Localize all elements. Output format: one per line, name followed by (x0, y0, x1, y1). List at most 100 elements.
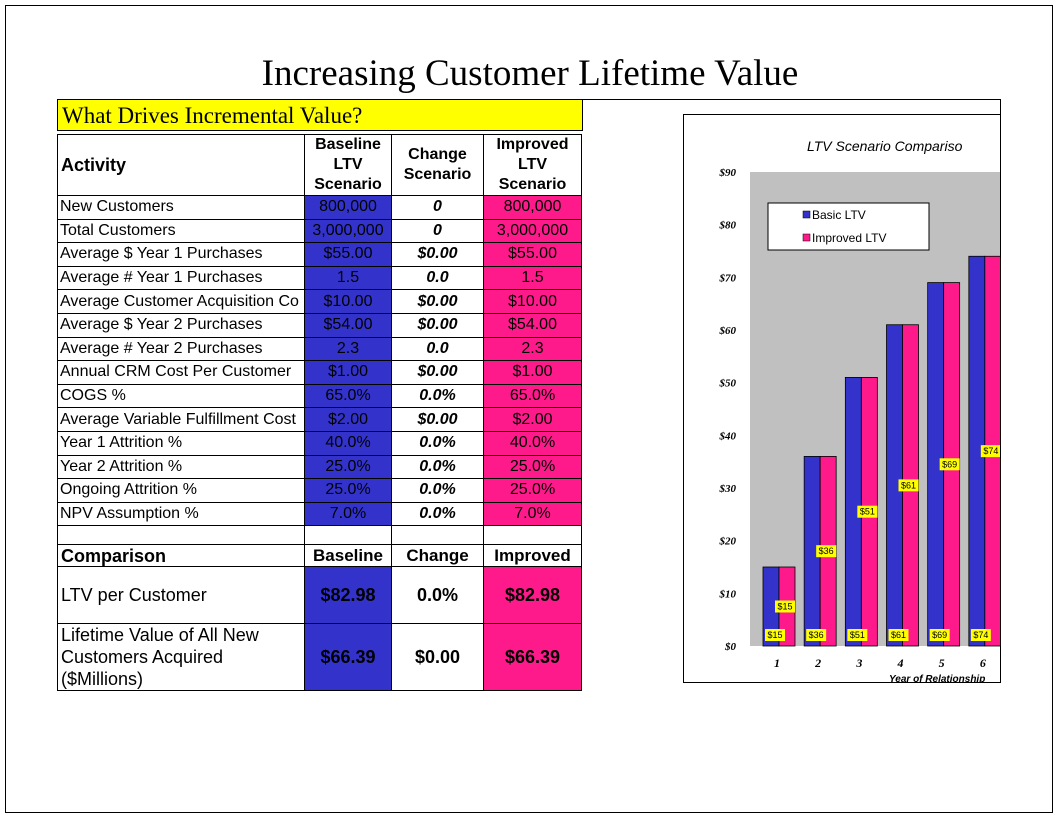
y-tick-label: $20 (719, 536, 737, 548)
row-label: Average Customer Acquisition Co (57, 289, 305, 314)
y-tick-label: $80 (719, 220, 737, 232)
improved-value: $54.00 (483, 312, 582, 338)
improved-value: $10.00 (483, 289, 582, 314)
row-label: Year 1 Attrition % (57, 430, 305, 456)
comparison-improved-header: Improved (483, 544, 582, 568)
improved-value: 40.0% (483, 430, 582, 456)
x-tick-label: 5 (939, 656, 945, 670)
improved-value: $1.00 (483, 360, 582, 385)
baseline-value: 800,000 (304, 195, 392, 220)
x-tick-label: 1 (774, 656, 780, 670)
y-tick-label: $30 (719, 483, 737, 495)
y-tick-label: $0 (724, 641, 737, 653)
table-row: Average $ Year 1 Purchases $55.00 $0.00 $55… (57, 242, 582, 267)
improved-value: $2.00 (483, 407, 582, 432)
data-label-bg (765, 629, 785, 641)
row-label: Average # Year 1 Purchases (57, 265, 305, 291)
data-label-bg (929, 629, 950, 641)
y-tick-label: $60 (719, 325, 737, 337)
change-value: 0.0% (391, 383, 484, 409)
comparison-change-header: Change (391, 544, 484, 568)
row-label: Annual CRM Cost Per Customer (57, 360, 305, 385)
table-row: Year 1 Attrition % 40.0% 0.0% 40.0% (57, 430, 582, 456)
change-value: 0.0 (391, 265, 484, 291)
table-header-row: Activity Baseline LTV Scenario Change Sc… (57, 134, 582, 196)
data-label-bg (816, 545, 837, 558)
basic-ltv-data-label: $69 (932, 630, 947, 640)
ltv-baseline: $82.98 (304, 566, 392, 625)
data-label-bg (775, 600, 795, 613)
basic-ltv-data-label: $36 (809, 630, 824, 640)
spacer-cell (304, 525, 392, 546)
baseline-value: 65.0% (304, 383, 392, 409)
data-label-bg (970, 629, 991, 641)
spacer-cell (57, 525, 305, 546)
improved-value: 65.0% (483, 383, 582, 409)
table-row: New Customers 800,000 0 800,000 (57, 195, 582, 220)
legend-label: Improved LTV (812, 231, 886, 245)
improved-value: 2.3 (483, 336, 582, 362)
x-tick-label: 4 (897, 656, 904, 670)
ltv-change: 0.0% (391, 566, 484, 625)
ltv-row: LTV per Customer $82.98 0.0% $82.98 (57, 566, 582, 625)
baseline-value: 25.0% (304, 478, 392, 503)
table-row: Ongoing Attrition % 25.0% 0.0% 25.0% (57, 478, 582, 503)
basic-ltv-data-label: $74 (973, 630, 988, 640)
baseline-value: 25.0% (304, 454, 392, 480)
row-label: Ongoing Attrition % (57, 478, 305, 503)
legend-label: Basic LTV (812, 208, 866, 222)
table-row: Average # Year 2 Purchases 2.3 0.0 2.3 (57, 336, 582, 362)
change-value: 0 (391, 195, 484, 220)
table-row: Average $ Year 2 Purchases $54.00 $0.00 $54… (57, 312, 582, 338)
chart-title: LTV Scenario Compariso (807, 138, 963, 154)
x-tick-label: 2 (814, 656, 821, 670)
table-row: Average Variable Fulfillment Cost $2.00 $0… (57, 407, 582, 432)
improved-value: 25.0% (483, 478, 582, 503)
legend-swatch (802, 233, 811, 242)
improved-ltv-data-label: $51 (860, 507, 875, 517)
change-value: $0.00 (391, 312, 484, 338)
change-header: Change Scenario (391, 134, 484, 196)
spacer-row (57, 525, 582, 546)
header-rule (582, 99, 1000, 100)
ltv-label: LTV per Customer (57, 566, 305, 625)
y-tick-label: $90 (719, 167, 737, 179)
change-value: $0.00 (391, 360, 484, 385)
spacer-cell (391, 525, 484, 546)
baseline-value: 40.0% (304, 430, 392, 456)
change-value: 0.0% (391, 454, 484, 480)
improved-ltv-data-label: $15 (777, 602, 792, 612)
improved-ltv-data-label: $36 (819, 546, 834, 556)
baseline-value: 7.0% (304, 501, 392, 527)
comparison-baseline-header: Baseline (304, 544, 392, 568)
lifetime-value-baseline: $66.39 (304, 623, 392, 692)
ltv-improved: $82.98 (483, 566, 582, 625)
basic-ltv-data-label: $15 (767, 630, 782, 640)
table-row: Total Customers 3,000,000 0 3,000,000 (57, 218, 582, 244)
baseline-value: 1.5 (304, 265, 392, 291)
baseline-header: Baseline LTV Scenario (304, 134, 392, 196)
table-row: Annual CRM Cost Per Customer $1.00 $0.00 $1… (57, 360, 582, 385)
row-label: Total Customers (57, 218, 305, 244)
table-row: Average # Year 1 Purchases 1.5 0.0 1.5 (57, 265, 582, 291)
row-label: COGS % (57, 383, 305, 409)
improved-header: Improved LTV Scenario (483, 134, 582, 196)
x-axis-label: Year of Relationship (889, 674, 985, 683)
row-label: New Customers (57, 195, 305, 220)
change-value: 0.0% (391, 430, 484, 456)
change-value: 0.0 (391, 336, 484, 362)
ltv-chart: LTV Scenario Compariso $0 $10 $20 $30 $40 $50 $… (683, 114, 1000, 683)
improved-ltv-data-label: $61 (901, 480, 916, 490)
drivers-header: What Drives Incremental Value? (57, 99, 583, 131)
data-label-bg (980, 445, 1000, 458)
baseline-value: $1.00 (304, 360, 392, 385)
comparison-label: Comparison (57, 544, 305, 568)
data-label-bg (898, 479, 919, 492)
row-label: Average # Year 2 Purchases (57, 336, 305, 362)
change-value: 0.0% (391, 478, 484, 503)
x-tick-label: 3 (855, 656, 862, 670)
change-value: $0.00 (391, 289, 484, 314)
baseline-value: $2.00 (304, 407, 392, 432)
improved-value: 1.5 (483, 265, 582, 291)
lifetime-value-row: Lifetime Value of All New Customers Acqu… (57, 623, 582, 692)
